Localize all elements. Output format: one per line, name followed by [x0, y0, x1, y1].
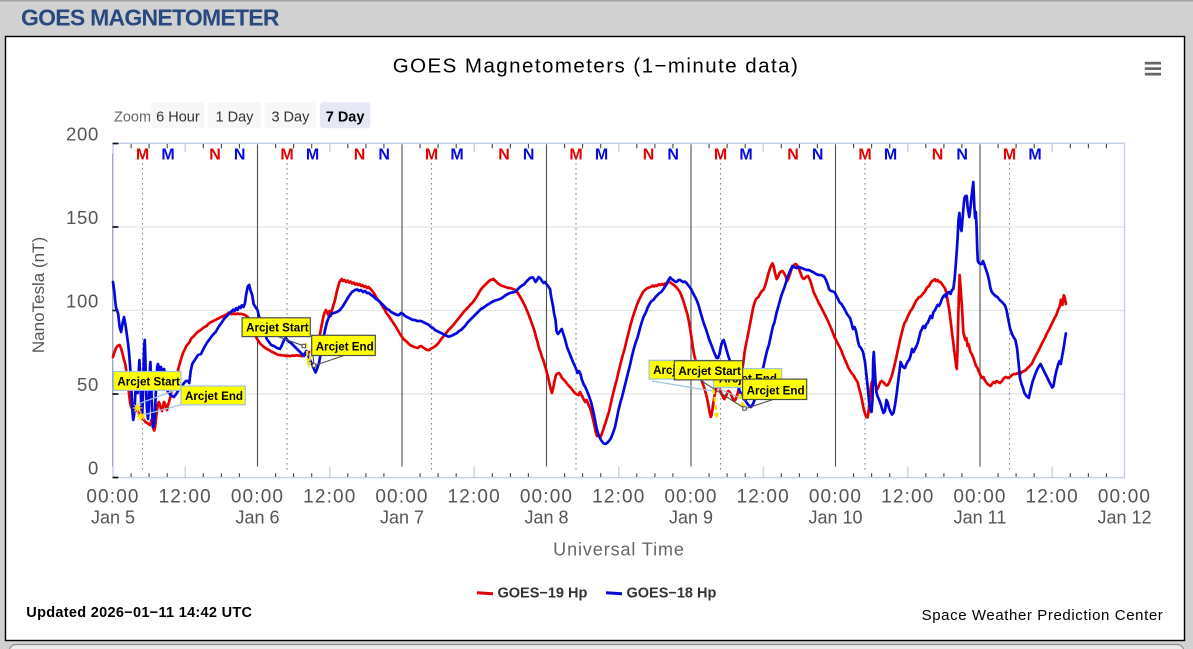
svg-text:1 Day: 1 Day	[216, 110, 255, 126]
svg-text:M: M	[450, 147, 463, 164]
svg-text:00:00: 00:00	[1098, 486, 1151, 507]
svg-text:Arcjet Start: Arcjet Start	[246, 322, 309, 335]
svg-text:12:00: 12:00	[448, 486, 501, 507]
svg-text:150: 150	[66, 207, 99, 228]
svg-text:Space Weather Prediction Cente: Space Weather Prediction Center	[922, 607, 1164, 624]
svg-text:Arcjet End: Arcjet End	[316, 341, 374, 354]
svg-text:N: N	[812, 147, 824, 164]
svg-text:00:00: 00:00	[231, 486, 284, 507]
svg-text:12:00: 12:00	[159, 486, 212, 507]
svg-text:Jan 7: Jan 7	[380, 508, 424, 528]
svg-text:GOES Magnetometers (1−minute d: GOES Magnetometers (1−minute data)	[393, 55, 800, 78]
svg-text:N: N	[209, 147, 221, 164]
svg-text:100: 100	[66, 291, 99, 312]
svg-text:Jan 9: Jan 9	[669, 508, 713, 528]
svg-text:N: N	[498, 147, 510, 164]
svg-text:00:00: 00:00	[953, 486, 1006, 507]
svg-text:GOES MAGNETOMETER: GOES MAGNETOMETER	[21, 5, 280, 31]
svg-text:GOES−19 Hp: GOES−19 Hp	[498, 586, 588, 602]
svg-text:N: N	[787, 147, 799, 164]
svg-text:00:00: 00:00	[664, 486, 717, 507]
svg-text:3 Day: 3 Day	[271, 110, 310, 126]
svg-text:N: N	[234, 147, 246, 164]
svg-text:M: M	[739, 147, 752, 164]
svg-text:Arcjet Start: Arcjet Start	[678, 365, 741, 378]
svg-text:M: M	[1003, 147, 1016, 164]
svg-text:Updated 2026−01−11 14:42 UTC: Updated 2026−01−11 14:42 UTC	[26, 605, 252, 621]
svg-text:M: M	[714, 147, 727, 164]
svg-text:N: N	[956, 147, 968, 164]
svg-text:M: M	[161, 147, 174, 164]
svg-text:M: M	[280, 147, 293, 164]
svg-text:12:00: 12:00	[592, 486, 645, 507]
svg-text:00:00: 00:00	[520, 486, 573, 507]
svg-text:00:00: 00:00	[375, 486, 428, 507]
svg-text:Arcjet End: Arcjet End	[747, 385, 805, 398]
svg-text:Jan 10: Jan 10	[808, 508, 862, 528]
svg-text:N: N	[354, 147, 366, 164]
svg-text:12:00: 12:00	[737, 486, 790, 507]
svg-text:M: M	[306, 147, 319, 164]
svg-text:GOES−18 Hp: GOES−18 Hp	[627, 586, 717, 602]
svg-text:M: M	[569, 147, 582, 164]
svg-text:N: N	[643, 147, 655, 164]
svg-text:N: N	[932, 147, 944, 164]
svg-text:Jan 8: Jan 8	[524, 508, 568, 528]
svg-text:M: M	[425, 147, 438, 164]
svg-text:M: M	[858, 147, 871, 164]
svg-text:Jan 5: Jan 5	[91, 508, 135, 528]
svg-text:200: 200	[66, 124, 99, 145]
svg-text:M: M	[1028, 147, 1041, 164]
svg-text:Universal Time: Universal Time	[553, 540, 685, 560]
svg-text:Jan 11: Jan 11	[954, 508, 1007, 528]
svg-text:N: N	[667, 147, 679, 164]
svg-text:6 Hour: 6 Hour	[156, 110, 200, 126]
svg-text:N: N	[523, 147, 535, 164]
svg-text:Jan 12: Jan 12	[1097, 508, 1151, 528]
svg-text:Jan 6: Jan 6	[235, 508, 279, 528]
svg-text:M: M	[136, 147, 149, 164]
svg-text:N: N	[378, 147, 390, 164]
svg-text:12:00: 12:00	[303, 486, 356, 507]
svg-text:0: 0	[88, 458, 99, 479]
svg-text:NanoTesla (nT): NanoTesla (nT)	[29, 237, 48, 353]
svg-text:50: 50	[77, 374, 99, 395]
svg-text:7 Day: 7 Day	[326, 110, 365, 126]
svg-text:00:00: 00:00	[86, 486, 139, 507]
svg-text:00:00: 00:00	[809, 486, 862, 507]
svg-text:Arcjet End: Arcjet End	[185, 390, 243, 403]
svg-text:M: M	[595, 147, 608, 164]
svg-text:Arcjet Start: Arcjet Start	[117, 375, 180, 388]
svg-text:12:00: 12:00	[881, 486, 934, 507]
svg-text:Zoom: Zoom	[114, 110, 151, 126]
svg-text:M: M	[884, 147, 897, 164]
svg-text:12:00: 12:00	[1026, 486, 1079, 507]
